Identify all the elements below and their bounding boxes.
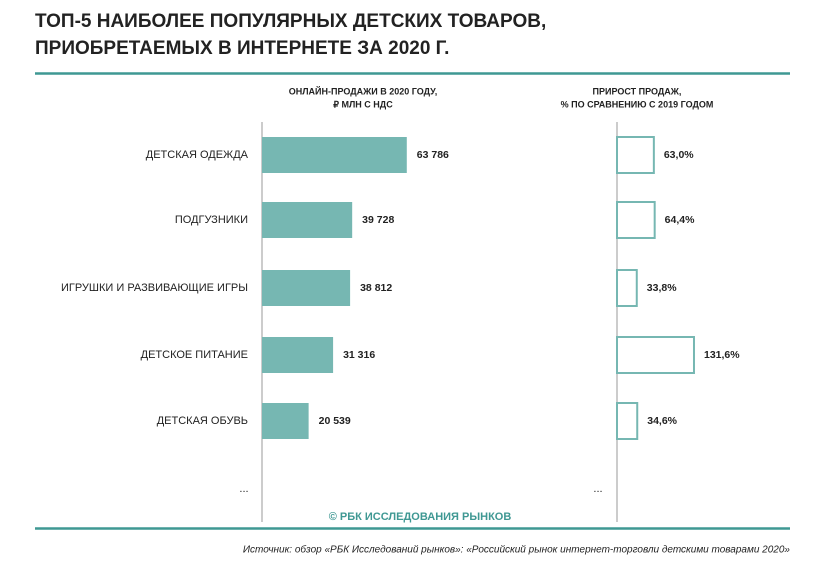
- value-label: 34,6%: [647, 415, 677, 427]
- ellipsis: ...: [239, 483, 248, 495]
- value-label: 38 812: [360, 282, 392, 294]
- bar: [262, 337, 334, 373]
- value-label: 31 316: [343, 349, 375, 361]
- category-label: ИГРУШКИ И РАЗВИВАЮЩИЕ ИГРЫ: [61, 282, 248, 294]
- bar: [262, 202, 353, 238]
- source: Источник: обзор «РБК Исследований рынков…: [243, 544, 791, 556]
- category-label: ДЕТСКАЯ ОДЕЖДА: [146, 149, 249, 161]
- category-label: ПОДГУЗНИКИ: [175, 214, 248, 226]
- value-label: 33,8%: [647, 282, 677, 294]
- ellipsis: ...: [593, 483, 602, 495]
- bar: [616, 402, 639, 440]
- value-label: 63,0%: [664, 149, 694, 161]
- credit: © РБК ИССЛЕДОВАНИЯ РЫНКОВ: [329, 511, 512, 523]
- page-title: ТОП-5 НАИБОЛЕЕ ПОПУЛЯРНЫХ ДЕТСКИХ ТОВАРО…: [35, 11, 546, 32]
- page-title: ПРИОБРЕТАЕМЫХ В ИНТЕРНЕТЕ ЗА 2020 Г.: [35, 38, 449, 59]
- panel-title: ₽ МЛН С НДС: [333, 99, 393, 109]
- value-label: 39 728: [362, 214, 394, 226]
- value-label: 63 786: [417, 149, 449, 161]
- category-label: ДЕТСКАЯ ОБУВЬ: [157, 415, 248, 427]
- panel-title: ОНЛАЙН-ПРОДАЖИ В 2020 ГОДУ,: [289, 85, 438, 96]
- value-label: 131,6%: [704, 349, 740, 361]
- panel-title: % ПО СРАВНЕНИЮ С 2019 ГОДОМ: [561, 99, 714, 109]
- value-label: 20 539: [319, 415, 351, 427]
- category-label: ДЕТСКОЕ ПИТАНИЕ: [141, 349, 248, 361]
- bar: [262, 137, 407, 173]
- panel-title: ПРИРОСТ ПРОДАЖ,: [593, 86, 682, 96]
- value-label: 64,4%: [665, 214, 695, 226]
- bar: [616, 201, 656, 239]
- bar: [616, 269, 638, 307]
- bar: [616, 136, 655, 174]
- bar: [262, 403, 309, 439]
- bar: [262, 270, 351, 306]
- bar: [616, 336, 695, 374]
